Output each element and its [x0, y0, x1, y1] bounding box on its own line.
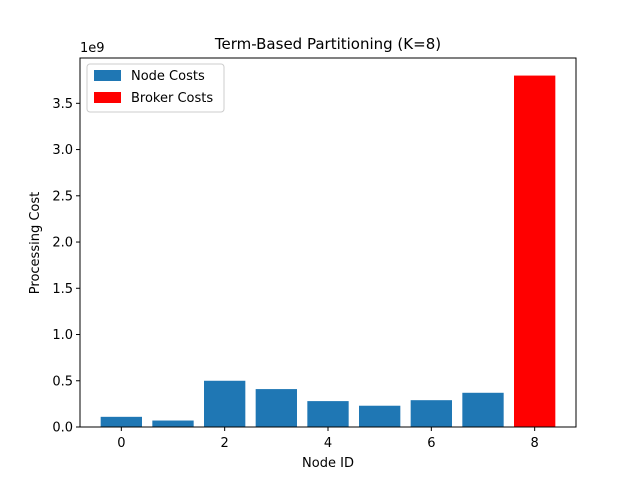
legend-frame: [86, 63, 225, 113]
x-tick-label: 4: [324, 436, 332, 451]
x-tick-label: 6: [427, 436, 435, 451]
y-tick-label: 0.5: [52, 374, 73, 389]
legend-swatch: [94, 70, 121, 81]
y-scale-label: 1e9: [80, 41, 105, 56]
legend-label: Broker Costs: [131, 91, 213, 106]
bar-broker-8: [514, 75, 556, 428]
bar-node-7: [462, 392, 504, 427]
bars-group: [100, 75, 556, 428]
x-axis-ticks: 0 2 4 6 8: [117, 427, 539, 451]
x-tick-label: 8: [531, 436, 539, 451]
y-axis-label: Processing Cost: [28, 192, 43, 294]
x-tick-label: 2: [221, 436, 229, 451]
bar-node-6: [410, 400, 452, 427]
bar-node-1: [152, 420, 194, 427]
y-tick-label: 0.0: [52, 421, 73, 436]
plot-frame: [79, 57, 577, 428]
y-tick-label: 3.5: [52, 97, 73, 112]
chart-title: Term-Based Partitioning (K=8): [214, 35, 441, 53]
x-axis-label: Node ID: [302, 456, 354, 471]
legend: Node Costs Broker Costs: [86, 63, 225, 113]
bar-node-0: [100, 416, 142, 427]
x-tick-label: 0: [117, 436, 125, 451]
legend-label: Node Costs: [131, 69, 205, 84]
bar-node-5: [359, 405, 401, 427]
bar-node-4: [307, 401, 349, 427]
y-tick-label: 3.0: [52, 143, 73, 158]
legend-swatch: [94, 92, 121, 103]
y-axis-ticks: 0.0 0.5 1.0 1.5 2.0 2.5 3.0 3.5: [52, 97, 80, 436]
y-tick-label: 1.0: [52, 328, 73, 343]
bar-node-3: [255, 389, 297, 427]
bar-node-2: [204, 380, 246, 427]
y-tick-label: 2.0: [52, 236, 73, 251]
y-tick-label: 2.5: [52, 189, 73, 204]
y-tick-label: 1.5: [52, 282, 73, 297]
